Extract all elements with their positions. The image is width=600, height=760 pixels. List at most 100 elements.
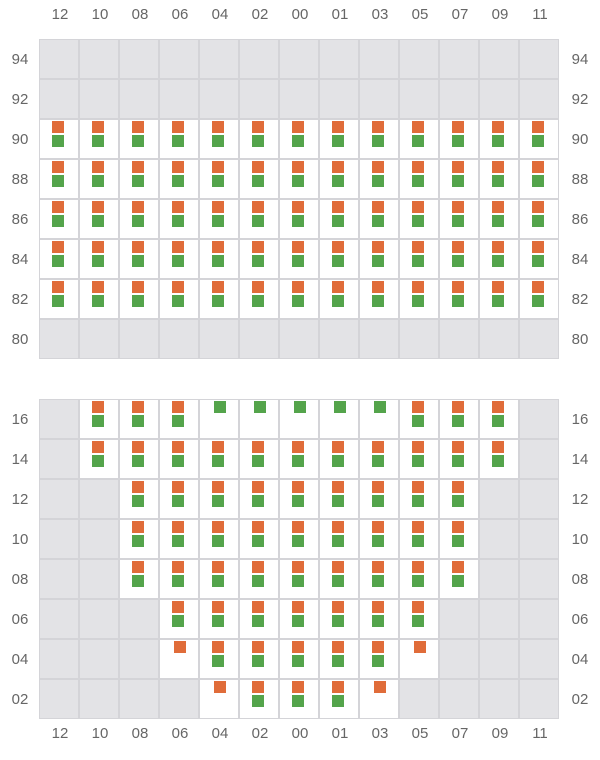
active-cell [360,560,398,598]
orange-marker [372,521,384,533]
green-marker [374,401,386,413]
active-cell [480,280,518,318]
active-cell [320,280,358,318]
inactive-cell [80,680,118,718]
orange-marker [292,441,304,453]
active-cell [360,520,398,558]
active-cell [400,280,438,318]
active-cell [320,480,358,518]
orange-marker [372,441,384,453]
inactive-cell [480,40,518,78]
green-marker [372,655,384,667]
active-cell [520,120,558,158]
active-cell [40,240,78,278]
green-marker [252,175,264,187]
active-cell [400,480,438,518]
orange-marker [212,281,224,293]
green-marker [212,575,224,587]
y-tick-label-right: 08 [571,571,589,588]
active-cell [400,440,438,478]
green-marker [372,535,384,547]
active-cell [320,120,358,158]
active-cell [160,480,198,518]
active-cell [520,240,558,278]
green-marker [412,135,424,147]
active-cell [120,120,158,158]
orange-marker [372,481,384,493]
active-cell [40,280,78,318]
orange-marker [412,521,424,533]
orange-marker [414,641,426,653]
green-marker [332,615,344,627]
inactive-cell [400,680,438,718]
active-cell [240,440,278,478]
inactive-cell [480,640,518,678]
green-marker [52,255,64,267]
inactive-cell [200,320,238,358]
green-marker [212,175,224,187]
active-cell [240,480,278,518]
active-cell [160,200,198,238]
inactive-cell [120,680,158,718]
inactive-cell [160,80,198,118]
active-cell [320,200,358,238]
orange-marker [412,161,424,173]
orange-marker [292,561,304,573]
x-tick-label-top: 03 [371,6,389,23]
orange-marker [252,201,264,213]
orange-marker [212,121,224,133]
y-tick-label-left: 08 [11,571,29,588]
green-marker [252,615,264,627]
y-tick-label-right: 10 [571,531,589,548]
green-marker [492,415,504,427]
active-cell [440,400,478,438]
inactive-cell [40,440,78,478]
orange-marker [172,441,184,453]
green-marker [212,495,224,507]
active-cell [160,160,198,198]
orange-marker [132,561,144,573]
orange-marker [492,241,504,253]
active-cell [200,280,238,318]
orange-marker [252,121,264,133]
green-marker [172,575,184,587]
inactive-cell [120,320,158,358]
inactive-cell [440,320,478,358]
green-marker [92,415,104,427]
orange-marker [132,241,144,253]
orange-marker [252,161,264,173]
orange-marker [92,441,104,453]
active-cell [440,520,478,558]
orange-marker [172,281,184,293]
active-cell [200,480,238,518]
inactive-cell [400,320,438,358]
green-marker [332,175,344,187]
active-cell [320,600,358,638]
green-marker [252,295,264,307]
green-marker [292,535,304,547]
active-cell [80,400,118,438]
inactive-cell [40,80,78,118]
orange-marker [332,641,344,653]
active-cell [200,240,238,278]
active-cell [160,400,198,438]
orange-marker [452,241,464,253]
inactive-cell [480,600,518,638]
green-marker [492,175,504,187]
green-marker [412,615,424,627]
active-cell [80,120,118,158]
inactive-cell [520,320,558,358]
green-marker [252,215,264,227]
green-marker [292,495,304,507]
x-tick-label-bottom: 02 [251,725,269,742]
orange-marker [292,481,304,493]
y-tick-label-left: 84 [11,251,29,268]
active-cell [160,520,198,558]
active-cell [280,680,318,718]
green-marker [212,535,224,547]
inactive-cell [280,40,318,78]
active-cell [40,160,78,198]
y-tick-label-left: 82 [11,291,29,308]
orange-marker [292,601,304,613]
